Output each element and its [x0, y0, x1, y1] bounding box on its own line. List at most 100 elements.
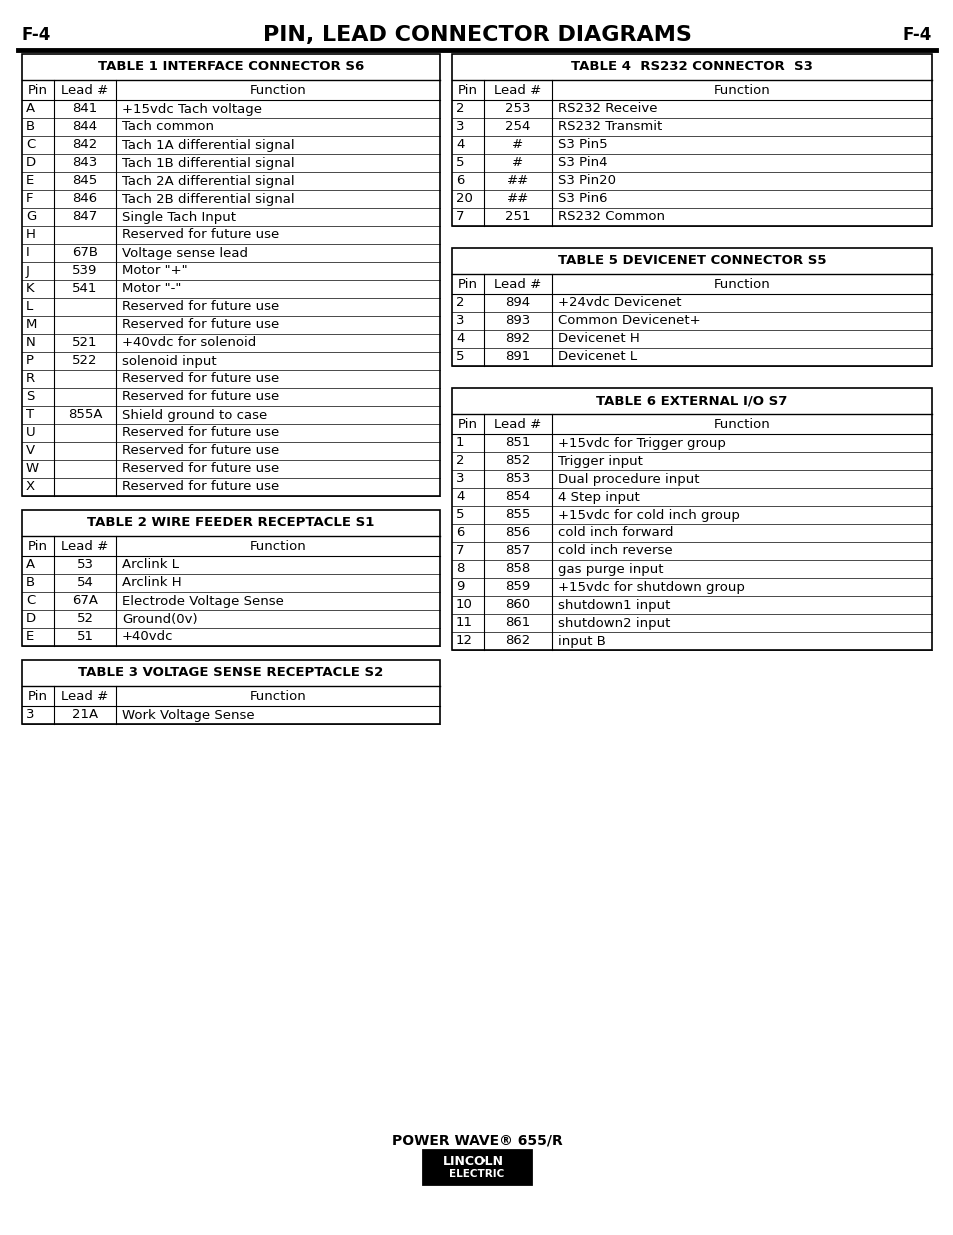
Text: Reserved for future use: Reserved for future use	[122, 480, 279, 494]
Text: Function: Function	[713, 84, 770, 96]
Text: B: B	[26, 577, 35, 589]
Text: C: C	[26, 138, 35, 152]
Text: F: F	[26, 193, 33, 205]
Text: cold inch forward: cold inch forward	[558, 526, 673, 540]
Text: +24vdc Devicenet: +24vdc Devicenet	[558, 296, 680, 310]
Text: +40vdc: +40vdc	[122, 631, 173, 643]
Text: #: #	[512, 157, 523, 169]
Text: 844: 844	[72, 121, 97, 133]
Text: G: G	[26, 210, 36, 224]
Text: 254: 254	[505, 121, 530, 133]
Text: 4: 4	[456, 490, 464, 504]
Text: V: V	[26, 445, 35, 457]
Text: +15vdc for shutdown group: +15vdc for shutdown group	[558, 580, 744, 594]
Text: 8: 8	[456, 562, 464, 576]
Text: RS232 Transmit: RS232 Transmit	[558, 121, 661, 133]
Text: 847: 847	[72, 210, 97, 224]
Text: Pin: Pin	[28, 689, 48, 703]
Text: Reserved for future use: Reserved for future use	[122, 228, 279, 242]
Text: Voltage sense lead: Voltage sense lead	[122, 247, 248, 259]
Text: Trigger input: Trigger input	[558, 454, 642, 468]
Text: POWER WAVE® 655/R: POWER WAVE® 655/R	[392, 1132, 561, 1147]
Bar	[422, 1150, 531, 1184]
Text: 4: 4	[456, 138, 464, 152]
Text: S3 Pin4: S3 Pin4	[558, 157, 607, 169]
Text: D: D	[26, 157, 36, 169]
Text: +15vdc Tach voltage: +15vdc Tach voltage	[122, 103, 262, 116]
Text: TABLE 1 INTERFACE CONNECTOR S6: TABLE 1 INTERFACE CONNECTOR S6	[98, 61, 364, 74]
Text: Lead #: Lead #	[494, 417, 541, 431]
Text: +40vdc for solenoid: +40vdc for solenoid	[122, 336, 256, 350]
Text: 861: 861	[505, 616, 530, 630]
Text: 856: 856	[505, 526, 530, 540]
Text: cold inch reverse: cold inch reverse	[558, 545, 672, 557]
Text: Arclink H: Arclink H	[122, 577, 181, 589]
Text: 894: 894	[505, 296, 530, 310]
Text: input B: input B	[558, 635, 605, 647]
Text: 4 Step input: 4 Step input	[558, 490, 639, 504]
Text: Reserved for future use: Reserved for future use	[122, 300, 279, 314]
Bar	[452, 388, 931, 650]
Text: #: #	[512, 138, 523, 152]
Text: Pin: Pin	[457, 84, 477, 96]
Text: S3 Pin6: S3 Pin6	[558, 193, 607, 205]
Text: F-4: F-4	[22, 26, 51, 44]
Text: 860: 860	[505, 599, 530, 611]
Text: F-4: F-4	[902, 26, 931, 44]
Text: Function: Function	[250, 689, 306, 703]
Text: 862: 862	[505, 635, 530, 647]
Text: S: S	[26, 390, 34, 404]
Text: 52: 52	[76, 613, 93, 625]
Text: ELECTRIC: ELECTRIC	[449, 1170, 504, 1179]
Text: 20: 20	[456, 193, 473, 205]
Text: TABLE 4  RS232 CONNECTOR  S3: TABLE 4 RS232 CONNECTOR S3	[571, 61, 812, 74]
Text: Dual procedure input: Dual procedure input	[558, 473, 699, 485]
Text: Tach 2A differential signal: Tach 2A differential signal	[122, 174, 294, 188]
Text: J: J	[26, 264, 30, 278]
Text: 891: 891	[505, 351, 530, 363]
Text: 12: 12	[456, 635, 473, 647]
Text: Pin: Pin	[457, 278, 477, 290]
Text: Reserved for future use: Reserved for future use	[122, 426, 279, 440]
Text: Devicenet H: Devicenet H	[558, 332, 639, 346]
Text: K: K	[26, 283, 34, 295]
Text: 846: 846	[72, 193, 97, 205]
Text: 855A: 855A	[68, 409, 102, 421]
Text: Single Tach Input: Single Tach Input	[122, 210, 235, 224]
Text: 522: 522	[72, 354, 97, 368]
Text: TABLE 6 EXTERNAL I/O S7: TABLE 6 EXTERNAL I/O S7	[596, 394, 787, 408]
Text: Tach common: Tach common	[122, 121, 213, 133]
Text: 855: 855	[505, 509, 530, 521]
Bar	[22, 54, 439, 496]
Text: Function: Function	[250, 84, 306, 96]
Text: 853: 853	[505, 473, 530, 485]
Text: 858: 858	[505, 562, 530, 576]
Text: ##: ##	[506, 193, 529, 205]
Text: 4: 4	[456, 332, 464, 346]
Text: Reserved for future use: Reserved for future use	[122, 462, 279, 475]
Text: 6: 6	[456, 526, 464, 540]
Text: 893: 893	[505, 315, 530, 327]
Text: Lead #: Lead #	[61, 540, 109, 552]
Text: Ground(0v): Ground(0v)	[122, 613, 197, 625]
Text: Motor "+": Motor "+"	[122, 264, 188, 278]
Text: Pin: Pin	[28, 84, 48, 96]
Text: E: E	[26, 631, 34, 643]
Text: Reserved for future use: Reserved for future use	[122, 319, 279, 331]
Text: 21A: 21A	[71, 709, 98, 721]
Text: C: C	[26, 594, 35, 608]
Text: 3: 3	[456, 315, 464, 327]
Text: Function: Function	[713, 417, 770, 431]
Text: 11: 11	[456, 616, 473, 630]
Text: 2: 2	[456, 296, 464, 310]
Text: Shield ground to case: Shield ground to case	[122, 409, 267, 421]
Text: 3: 3	[456, 473, 464, 485]
Text: 1: 1	[456, 436, 464, 450]
Bar	[452, 248, 931, 366]
Text: P: P	[26, 354, 34, 368]
Text: S3 Pin20: S3 Pin20	[558, 174, 616, 188]
Text: 3: 3	[26, 709, 34, 721]
Text: I: I	[26, 247, 30, 259]
Text: ##: ##	[506, 174, 529, 188]
Text: 2: 2	[456, 103, 464, 116]
